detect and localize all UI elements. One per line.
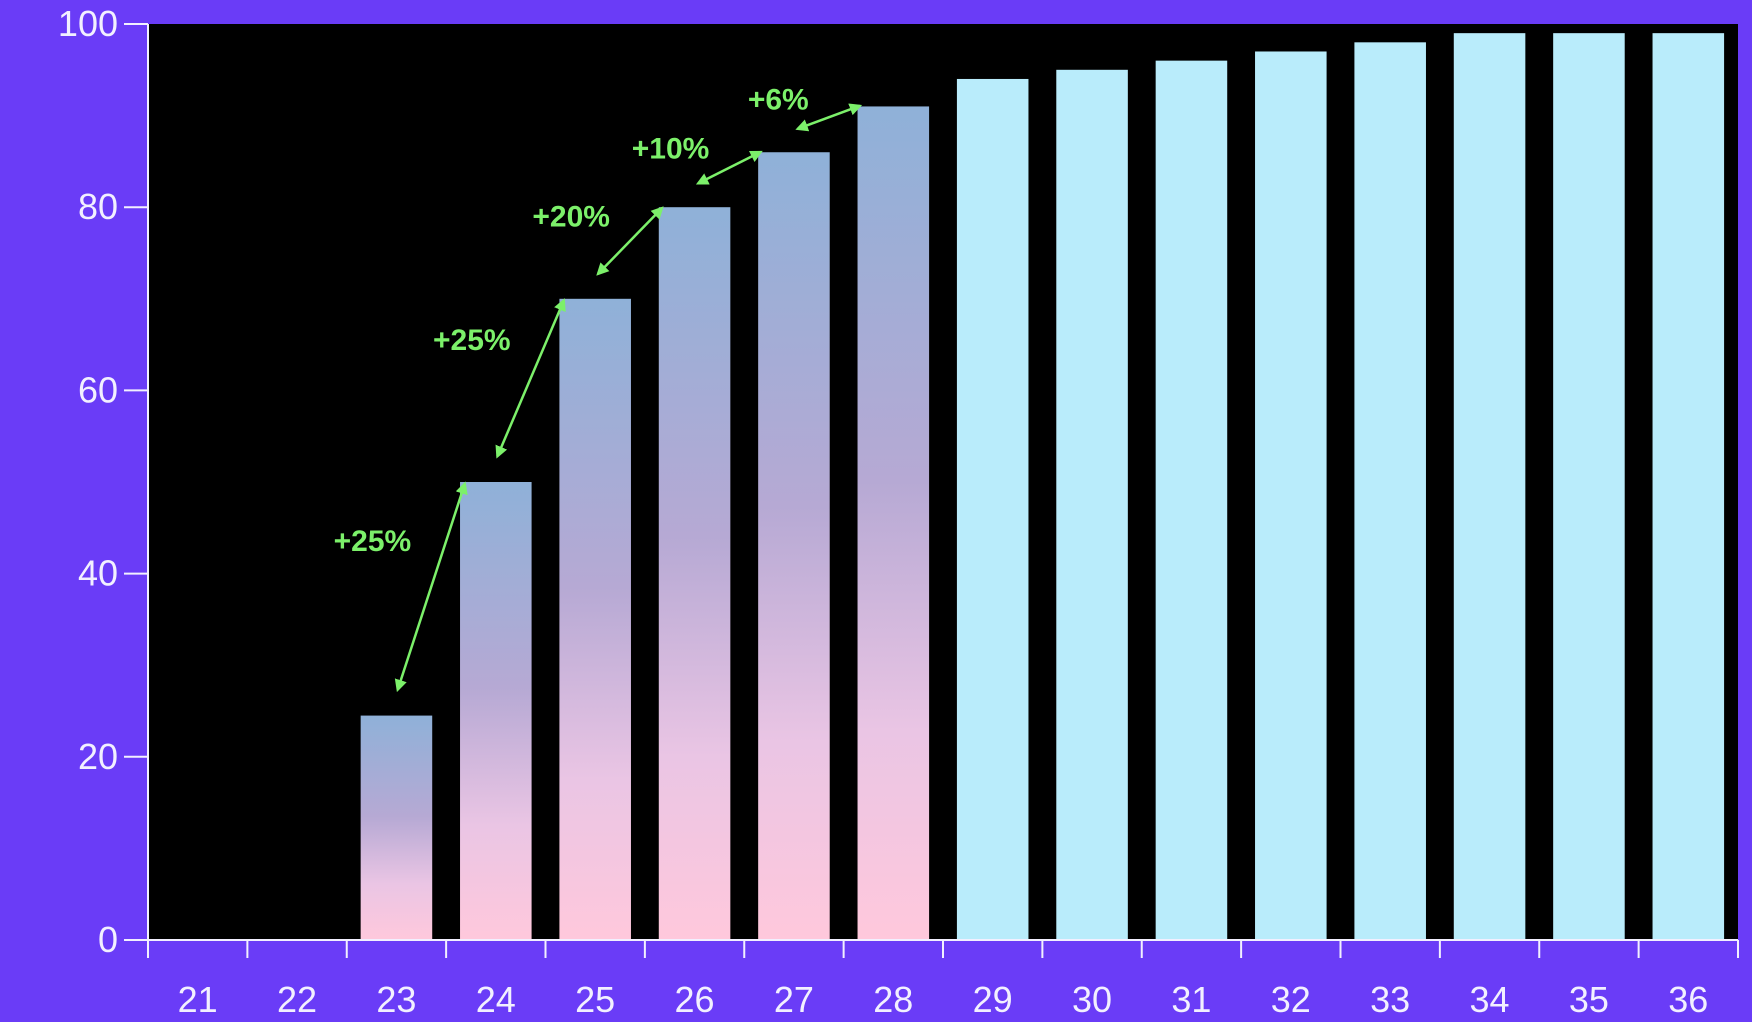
y-tick-label: 20 <box>78 736 118 777</box>
bar-29 <box>956 78 1029 940</box>
growth-arrow <box>795 103 863 132</box>
y-tick-label: 100 <box>58 3 118 44</box>
x-tick-label: 23 <box>376 979 416 1020</box>
annotations-layer: +25% +25% +20% +10% +6% <box>334 83 863 693</box>
bar-27 <box>758 152 830 941</box>
growth-arrow <box>394 481 468 693</box>
x-tick-label: 32 <box>1271 979 1311 1020</box>
bar-30 <box>1056 69 1128 941</box>
growth-label: +25% <box>433 324 511 357</box>
growth-arrow <box>695 150 763 185</box>
bars-layer <box>360 33 1725 941</box>
bar-36 <box>1652 33 1725 941</box>
growth-arrow <box>495 298 566 459</box>
growth-label: +20% <box>532 200 610 233</box>
growth-label: +10% <box>632 132 710 165</box>
axes-layer: 0 20 40 60 80 100 21 22 23 24 25 26 27 28 29 30 31 32 33 34… <box>58 3 1739 1020</box>
growth-label: +25% <box>334 525 412 558</box>
bar-26 <box>658 207 731 940</box>
bar-23 <box>360 715 433 940</box>
x-tick-label: 34 <box>1470 979 1510 1020</box>
x-tick-label: 21 <box>178 979 218 1020</box>
y-tick-label: 0 <box>98 919 118 960</box>
x-tick-label: 35 <box>1569 979 1609 1020</box>
x-tick-label: 33 <box>1370 979 1410 1020</box>
y-tick-label: 40 <box>78 553 118 594</box>
growth-label: +6% <box>748 83 809 116</box>
bar-24 <box>460 482 532 940</box>
bar-28 <box>857 106 930 940</box>
x-tick-label: 27 <box>774 979 814 1020</box>
growth-arrow <box>596 206 664 276</box>
bar-31 <box>1155 60 1228 940</box>
x-tick-label: 36 <box>1668 979 1708 1020</box>
bar-33 <box>1354 42 1426 940</box>
y-tick-label: 80 <box>78 186 118 227</box>
x-tick-label: 30 <box>1072 979 1112 1020</box>
bar-32 <box>1255 51 1327 941</box>
x-tick-label: 25 <box>575 979 615 1020</box>
x-tick-label: 31 <box>1171 979 1211 1020</box>
bar-25 <box>559 298 631 940</box>
y-tick-label: 60 <box>78 369 118 410</box>
x-tick-label: 22 <box>277 979 317 1020</box>
x-tick-label: 28 <box>873 979 913 1020</box>
x-tick-label: 26 <box>675 979 715 1020</box>
x-tick-label: 24 <box>476 979 516 1020</box>
bar-34 <box>1453 33 1526 941</box>
x-tick-label: 29 <box>973 979 1013 1020</box>
bar-35 <box>1553 33 1625 941</box>
